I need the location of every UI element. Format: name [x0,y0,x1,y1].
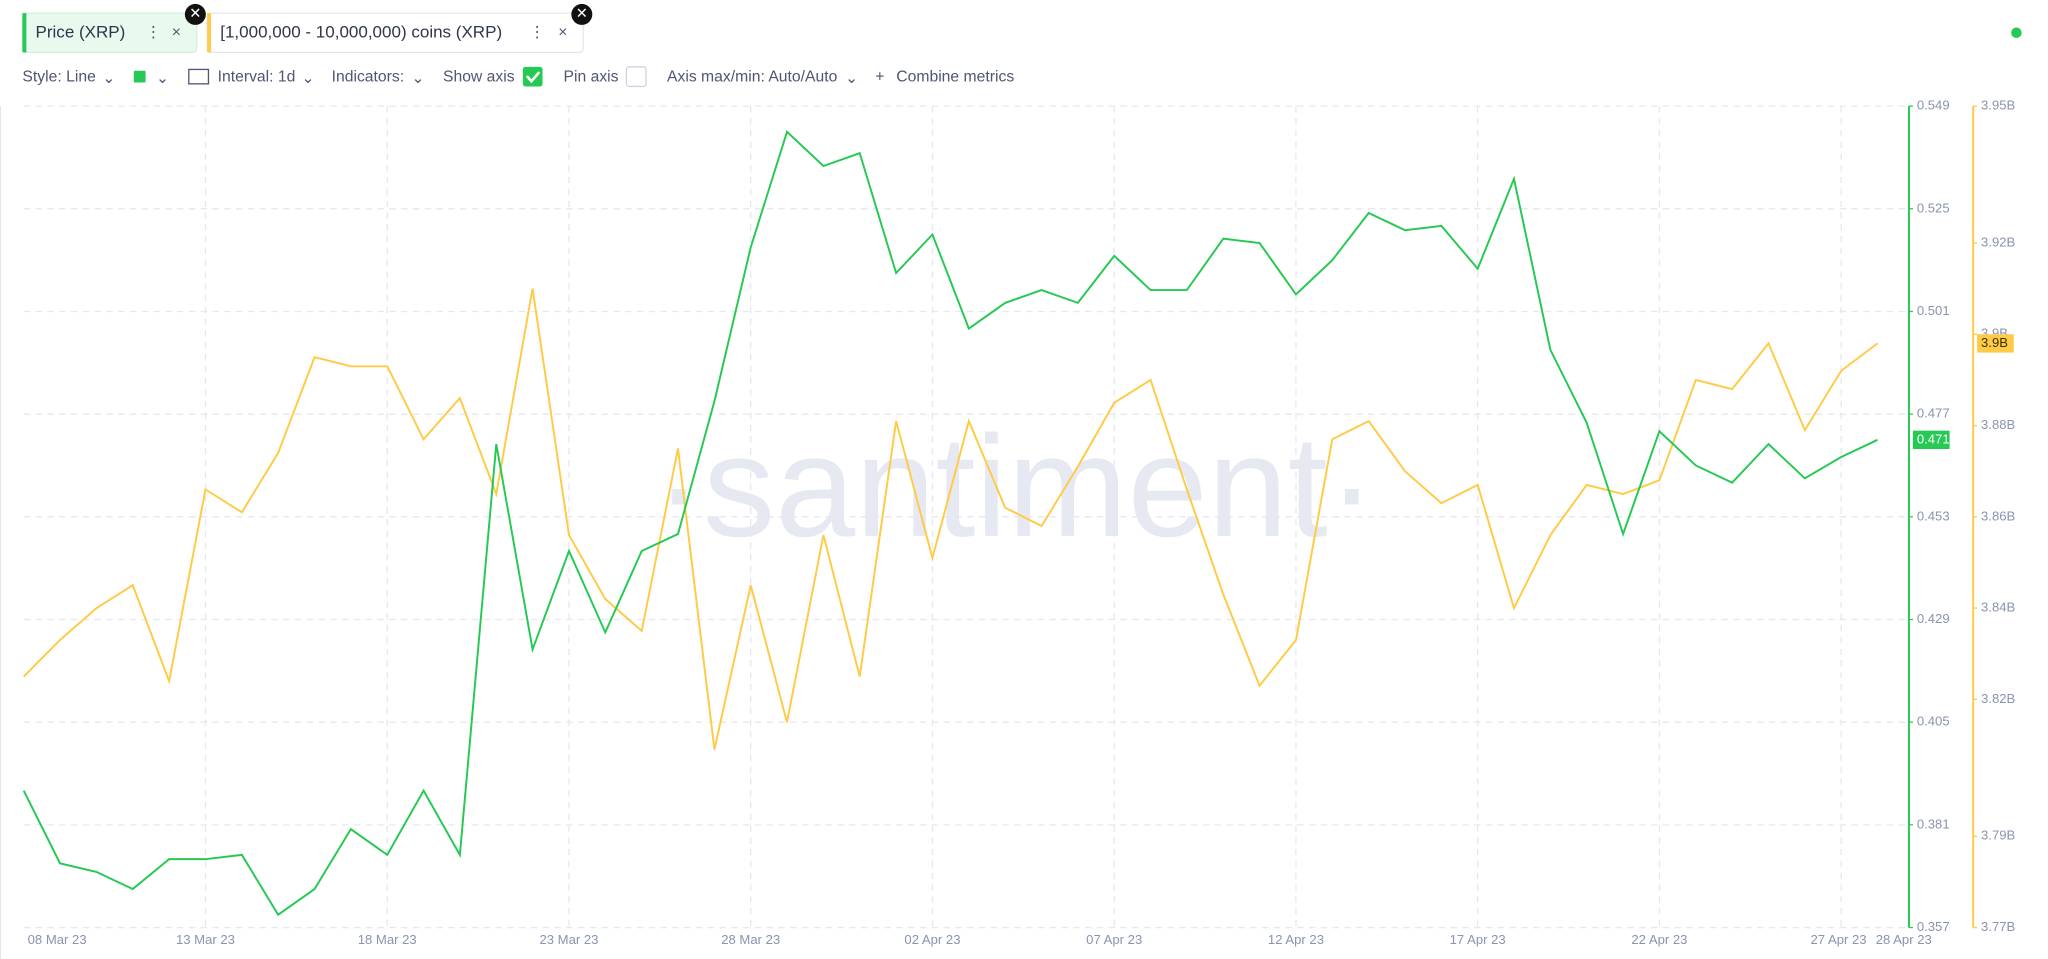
tab-accent [22,13,27,53]
x-tick-label: 22 Apr 23 [1631,932,1687,947]
x-tick-label: 28 Apr 23 [1876,932,1932,947]
y2-tick-label: 3.77B [1981,919,2015,934]
chevron: ⌄ [102,70,115,87]
chevron: ⌄ [412,70,425,87]
pin-axis-checkbox[interactable] [625,66,647,88]
tab-label: Price (XRP) [36,22,126,41]
y2-tick-label: 3.92B [1981,234,2015,249]
x-tick-label: 08 Mar 23 [28,932,87,947]
interval-icon [188,68,210,85]
remove-button[interactable] [571,3,593,25]
y-tick-label: 0.429 [1917,611,1950,626]
tab-close[interactable]: × [172,24,181,41]
chevron: ⌄ [301,70,314,87]
color-select[interactable] [133,70,146,83]
x-tick-label: 27 Apr 23 [1811,932,1867,947]
y-tick-label: 0.549 [1917,98,1950,113]
remove-icon: ✕ [189,6,201,22]
y2-tick-label: 3.84B [1981,600,2015,615]
indicators-select[interactable]: Indicators: [332,68,405,85]
x-tick-label: 07 Apr 23 [1086,932,1142,947]
style-select[interactable]: Style: Line [22,68,96,85]
tab-accent [207,13,212,53]
x-tick-label: 18 Mar 23 [358,932,417,947]
y-tick-label: 0.381 [1917,816,1950,831]
x-tick-label: 17 Apr 23 [1450,932,1506,947]
tab-menu[interactable]: ⋮ [529,24,545,41]
y2-tick-label: 3.86B [1981,508,2015,523]
remove-icon: ✕ [576,6,588,22]
combine-button[interactable]: Combine metrics [896,68,1014,85]
last-value-tag [1912,430,1950,449]
x-tick-label: 12 Apr 23 [1268,932,1324,947]
x-tick-label: 02 Apr 23 [904,932,960,947]
remove-button[interactable] [184,3,206,25]
tab-menu[interactable]: ⋮ [146,24,162,41]
y2-tick-label: 3.79B [1981,828,2015,843]
watermark: ·santiment· [655,406,1376,567]
chart: 08 Mar 23 13 Mar 23 18 Mar 23 23 Mar 23 28 M… [22,98,2016,947]
y-tick-label: 0.357 [1917,919,1950,934]
chevron: ⌄ [156,70,169,87]
y2-tick-label: 3.95B [1981,98,2015,113]
y2-tick-label: 3.82B [1981,691,2015,706]
pin-axis-label: Pin axis [563,68,618,85]
y-tick-label: 0.525 [1917,200,1950,215]
series-line [23,288,1879,750]
y-tick-label: 0.453 [1917,508,1950,523]
tab-label: [1,000,000 - 10,000,000) coins (XRP) [220,22,502,41]
y-tick-label: 0.477 [1917,406,1950,421]
x-tick-label: 13 Mar 23 [176,932,235,947]
tab-close[interactable]: × [558,24,567,41]
last-value-label: 3.9B [1981,335,2008,350]
x-tick-label: 23 Mar 23 [539,932,598,947]
show-axis-label: Show axis [443,68,515,85]
y-tick-label: 0.501 [1917,303,1950,318]
status-dot [2011,27,2022,38]
series-line [22,130,1878,917]
interval-select[interactable]: Interval: 1d [218,68,296,85]
show-axis-checkbox[interactable] [522,66,543,87]
axis-minmax-select[interactable]: Axis max/min: Auto/Auto [667,68,838,85]
check-icon [525,71,541,84]
plus-icon: + [875,68,884,85]
x-tick-label: 28 Mar 23 [721,932,780,947]
last-value-tag [1977,334,2014,353]
last-value-label: 0.471 [1917,431,1950,446]
y2-tick-label: 3.88B [1981,417,2015,432]
y-tick-label: 0.405 [1917,714,1950,729]
chevron: ⌄ [845,70,858,87]
